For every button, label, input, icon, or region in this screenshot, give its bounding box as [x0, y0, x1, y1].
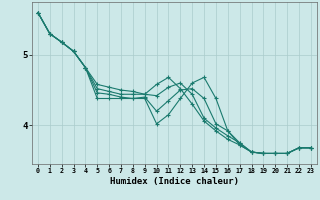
X-axis label: Humidex (Indice chaleur): Humidex (Indice chaleur)	[110, 177, 239, 186]
